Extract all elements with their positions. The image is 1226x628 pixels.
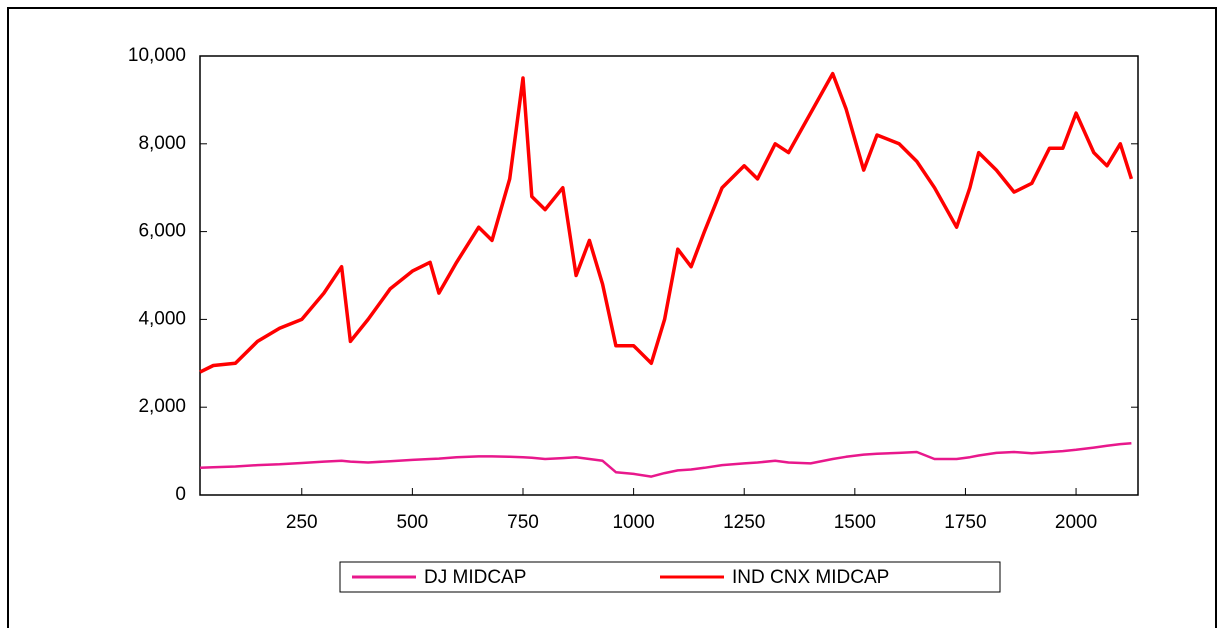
legend-label: IND CNX MIDCAP [732,567,889,588]
y-tick-label: 6,000 [138,221,186,242]
x-tick-label: 1750 [944,512,986,533]
series-line [199,441,1132,478]
x-tick-label: 1500 [834,512,876,533]
x-tick-label: 1000 [612,512,654,533]
y-tick-label: 0 [175,484,186,505]
x-tick-label: 250 [286,512,318,533]
legend-label: DJ MIDCAP [424,567,526,588]
y-tick-label: 2,000 [138,396,186,417]
y-tick-label: 10,000 [128,45,186,66]
plot-area [199,55,1139,496]
x-tick-label: 1250 [723,512,765,533]
x-tick-label: 2000 [1055,512,1097,533]
x-tick-label: 750 [507,512,539,533]
y-tick-label: 4,000 [138,308,186,329]
x-tick-label: 500 [397,512,429,533]
y-tick-label: 8,000 [138,133,186,154]
frame [7,7,1217,628]
series-line [199,71,1134,374]
